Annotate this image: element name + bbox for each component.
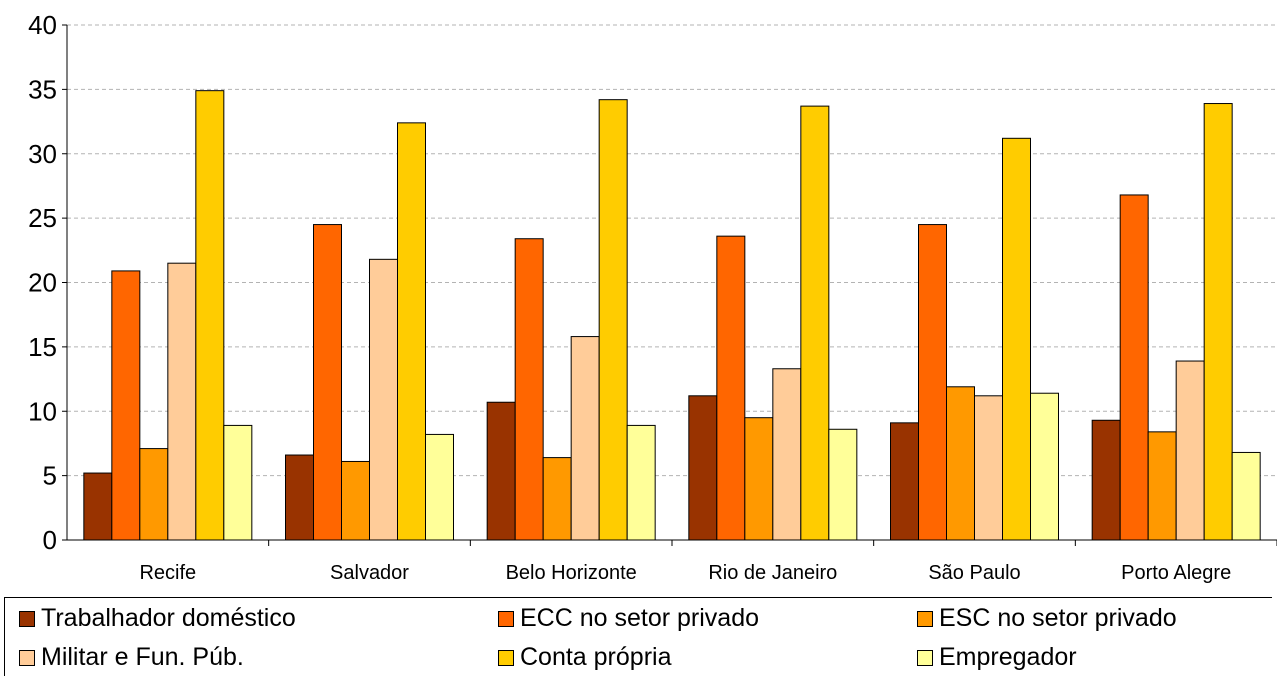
bar <box>285 454 314 541</box>
bars <box>83 90 1261 541</box>
y-tick-label: 0 <box>43 525 57 555</box>
bar <box>1002 137 1031 541</box>
bar <box>1119 194 1149 541</box>
bar <box>313 224 342 541</box>
x-tick-label: Belo Horizonte <box>506 562 637 584</box>
bar <box>369 258 398 541</box>
legend-label: ESC no setor privado <box>939 604 1177 632</box>
x-axis-labels: Recife Salvador Belo Horizonte Rio de Janei… <box>139 562 1231 584</box>
bar <box>828 428 858 541</box>
y-tick-label: 30 <box>28 139 57 169</box>
bar <box>425 433 454 541</box>
legend-item-empregador: Empregador <box>917 643 1077 672</box>
bar <box>800 105 830 541</box>
legend-swatch <box>917 649 933 666</box>
x-tick-label: Recife <box>139 562 196 584</box>
legend-label: ECC no setor privado <box>520 604 760 632</box>
bar <box>1231 451 1261 541</box>
bar <box>397 122 426 541</box>
y-tick-label: 35 <box>28 74 57 104</box>
bar <box>598 99 628 541</box>
bar <box>486 401 516 541</box>
bar <box>890 422 919 541</box>
bar <box>626 424 656 541</box>
bar <box>570 336 600 541</box>
legend-item-esc: ESC no setor privado <box>917 604 1177 633</box>
bar <box>1175 360 1205 541</box>
bar <box>111 270 141 541</box>
x-tick-label: Salvador <box>330 562 409 584</box>
bar <box>716 235 746 541</box>
x-tick-label: Porto Alegre <box>1121 562 1231 584</box>
bar <box>195 90 225 541</box>
y-tick-label: 15 <box>28 332 57 362</box>
y-axis-ticks: 0 5 10 15 20 25 30 35 40 <box>28 10 67 555</box>
bar <box>167 262 197 541</box>
bar <box>542 457 572 541</box>
legend-item-trabalhador: Trabalhador doméstico <box>19 604 296 633</box>
bar <box>514 238 544 541</box>
bar <box>139 448 169 541</box>
bar <box>772 368 802 541</box>
legend-swatch <box>917 610 933 627</box>
legend-label: Militar e Fun. Púb. <box>41 643 244 671</box>
legend-item-conta-propria: Conta própria <box>498 643 671 672</box>
bar <box>688 395 718 541</box>
legend: Trabalhador doméstico ECC no setor priva… <box>4 597 1272 676</box>
bar <box>83 472 113 541</box>
bar <box>1091 419 1121 541</box>
bar <box>1147 431 1177 541</box>
legend-swatch <box>498 649 514 666</box>
bar <box>974 395 1003 541</box>
bar <box>1030 392 1059 541</box>
y-tick-label: 25 <box>28 203 57 233</box>
legend-swatch <box>19 649 35 666</box>
legend-label: Trabalhador doméstico <box>41 604 296 632</box>
bar <box>744 417 774 541</box>
y-tick-label: 10 <box>28 396 57 426</box>
bar-chart: 0 5 10 15 20 25 30 35 40 Recife Salvador Belo Hori… <box>28 10 1277 584</box>
x-tick-label: Rio de Janeiro <box>708 562 837 584</box>
bar <box>341 460 370 541</box>
gridlines <box>67 24 1277 477</box>
legend-item-militar: Militar e Fun. Púb. <box>19 643 244 672</box>
bar <box>946 386 975 541</box>
legend-item-ecc: ECC no setor privado <box>498 604 759 633</box>
x-tick-label: São Paulo <box>928 562 1020 584</box>
y-tick-label: 20 <box>28 268 57 298</box>
bar <box>918 224 947 541</box>
bar <box>223 424 253 541</box>
y-tick-label: 5 <box>43 461 57 491</box>
y-tick-label: 40 <box>28 10 57 40</box>
legend-label: Empregador <box>939 643 1077 671</box>
bar <box>1203 103 1233 541</box>
legend-swatch <box>19 610 35 627</box>
legend-swatch <box>498 610 514 627</box>
legend-label: Conta própria <box>520 643 672 671</box>
